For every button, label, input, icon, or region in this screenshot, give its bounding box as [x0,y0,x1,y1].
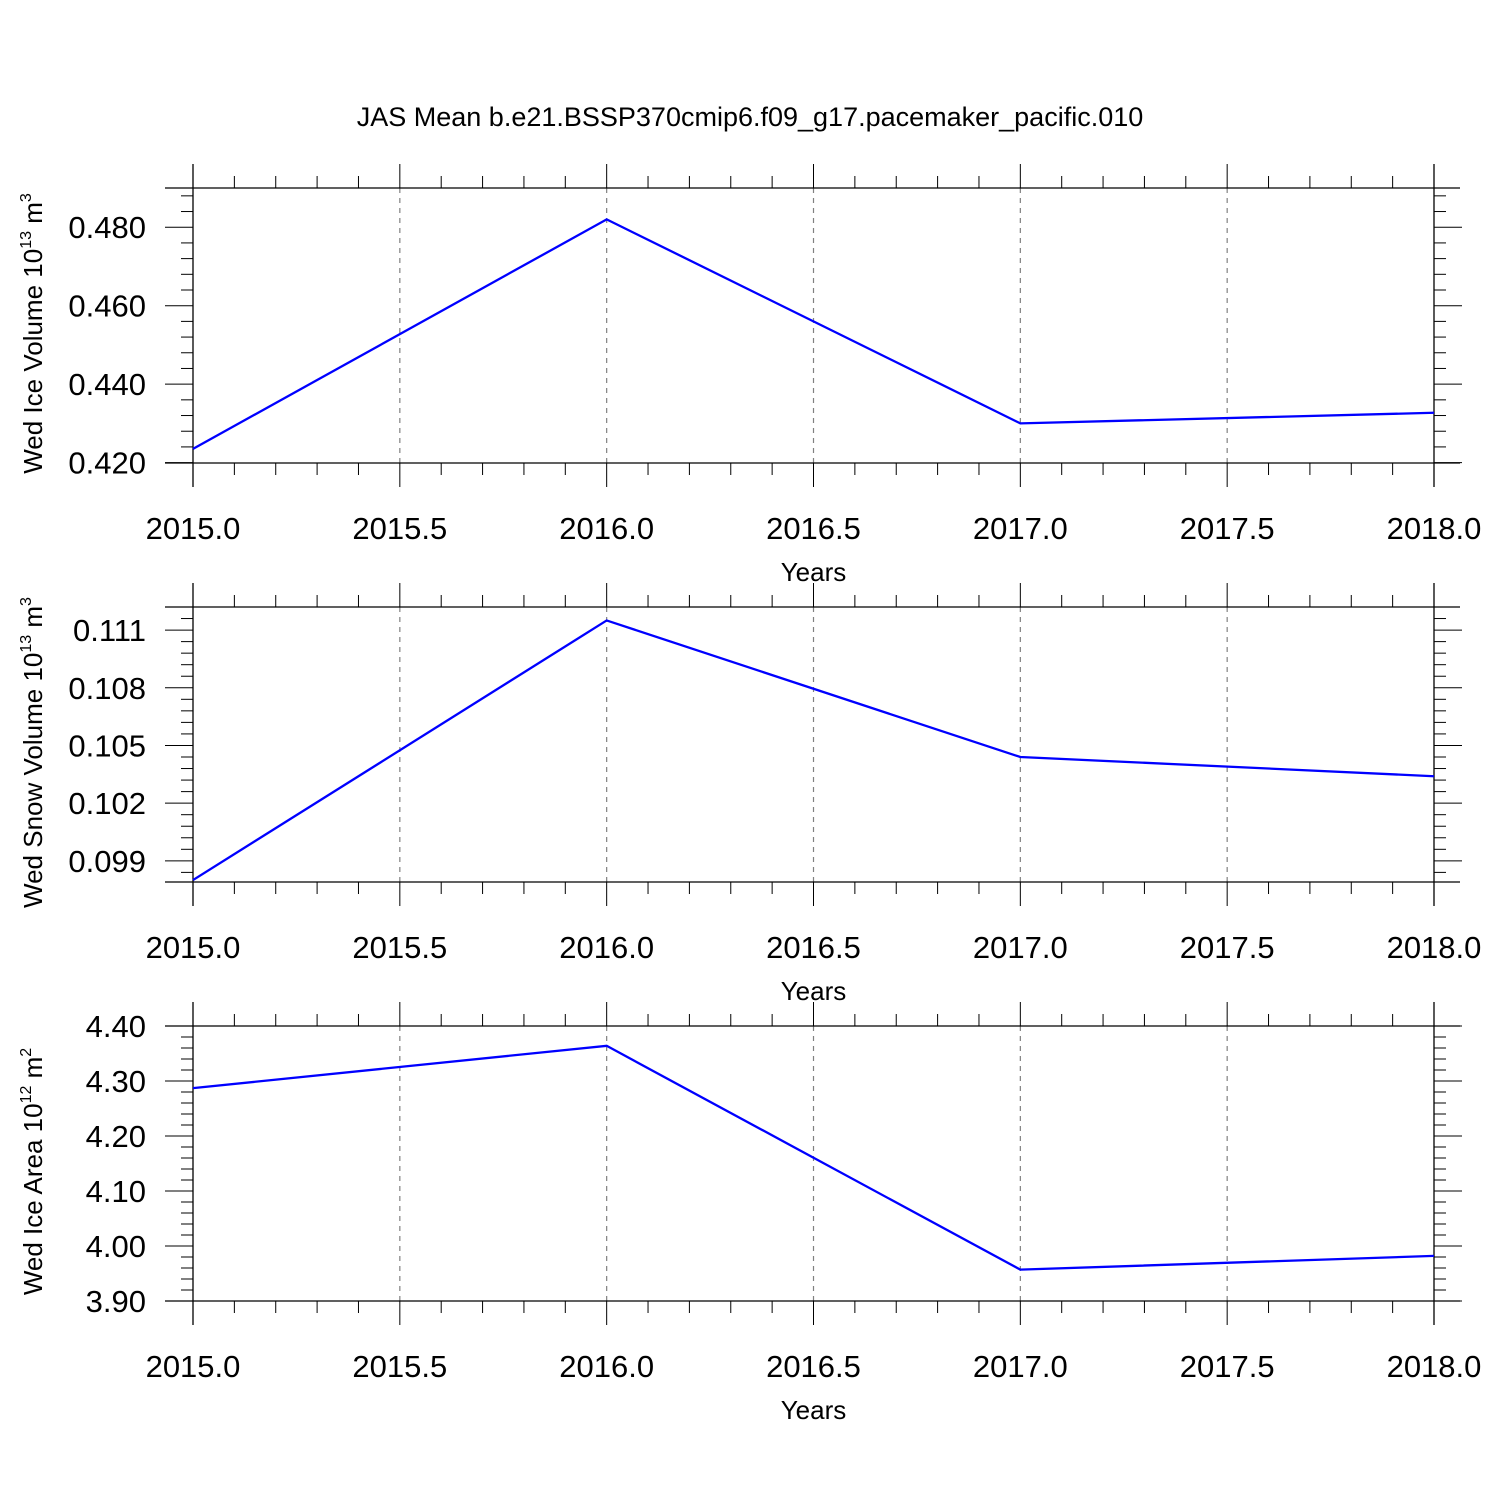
x-tick-label: 2016.0 [559,511,654,546]
x-tick-label: 2016.5 [766,930,861,965]
series-line-1 [192,218,1435,450]
y-axis-label-part: m [18,1057,48,1086]
x-axis-label: Years [781,557,847,587]
y-axis-label-superscript: 12 [18,1086,35,1104]
y-axis-label-superscript: 2 [18,1048,35,1057]
x-tick-label: 2016.0 [559,1349,654,1384]
x-tick-label: 2016.5 [766,1349,861,1384]
y-tick-label: 3.90 [86,1284,146,1319]
y-axis-label-superscript: 13 [18,635,35,653]
y-axis-label-part: m [18,606,48,635]
figure-title: JAS Mean b.e21.BSSP370cmip6.f09_g17.pace… [357,102,1144,132]
x-tick-label: 2015.5 [352,930,447,965]
x-tick-label: 2017.5 [1180,1349,1275,1384]
y-tick-label: 0.460 [68,289,146,324]
series-line-1 [192,1044,1435,1271]
y-tick-label: 0.420 [68,446,146,481]
y-tick-label: 0.099 [68,844,146,879]
x-axis-label: Years [781,1395,847,1425]
y-tick-label: 4.00 [86,1229,146,1264]
y-axis-label-part: Wed Ice Area 10 [18,1103,48,1295]
y-tick-label: 0.440 [68,367,146,402]
chart-panel-3: 3.90 4.00 4.10 4.20 4.30 4.40 2015.0 2015.5 2016… [18,1002,1481,1425]
x-tick-label: 2018.0 [1387,1349,1482,1384]
y-axis-label-superscript: 3 [18,193,35,202]
y-axis-label-part: Wed Snow Volume 10 [18,653,48,908]
y-tick-label: 0.105 [68,728,146,763]
y-axis-label-superscript: 13 [18,231,35,249]
y-axis-label-part: m [18,202,48,231]
y-axis-label-superscript: 3 [18,597,35,606]
x-tick-label: 2016.5 [766,511,861,546]
x-tick-label: 2015.0 [146,511,241,546]
x-tick-label: 2017.0 [973,930,1068,965]
x-tick-label: 2015.5 [352,1349,447,1384]
x-tick-label: 2017.0 [973,511,1068,546]
chart-panel-2: 0.099 0.102 0.105 0.108 0.111 2015.0 2015.5 201… [18,583,1481,1006]
x-tick-label: 2017.0 [973,1349,1068,1384]
y-tick-label: 4.20 [86,1119,146,1154]
y-tick-label: 4.30 [86,1064,146,1099]
y-axis-label: Wed Ice Volume 1013 m3 [18,193,48,474]
x-tick-label: 2018.0 [1387,930,1482,965]
x-tick-label: 2015.0 [146,1349,241,1384]
y-axis-label: Wed Snow Volume 1013 m3 [18,597,48,908]
y-tick-label: 0.111 [73,613,146,648]
x-tick-label: 2017.5 [1180,930,1275,965]
y-tick-label: 4.40 [86,1009,146,1044]
y-axis-label-part: Wed Ice Volume 10 [18,249,48,474]
y-tick-label: 0.102 [68,786,146,821]
x-tick-label: 2015.0 [146,930,241,965]
x-tick-label: 2018.0 [1387,511,1482,546]
y-tick-label: 0.480 [68,210,146,245]
y-axis-label: Wed Ice Area 1012 m2 [18,1048,48,1295]
x-tick-label: 2016.0 [559,930,654,965]
y-tick-label: 0.108 [68,671,146,706]
x-tick-label: 2017.5 [1180,511,1275,546]
x-tick-label: 2015.5 [352,511,447,546]
chart-panel-1: 0.420 0.440 0.460 0.480 2015.0 2015.5 2016.0 20… [18,164,1481,587]
y-tick-label: 4.10 [86,1174,146,1209]
x-axis-label: Years [781,976,847,1006]
series-line-1 [192,619,1435,882]
